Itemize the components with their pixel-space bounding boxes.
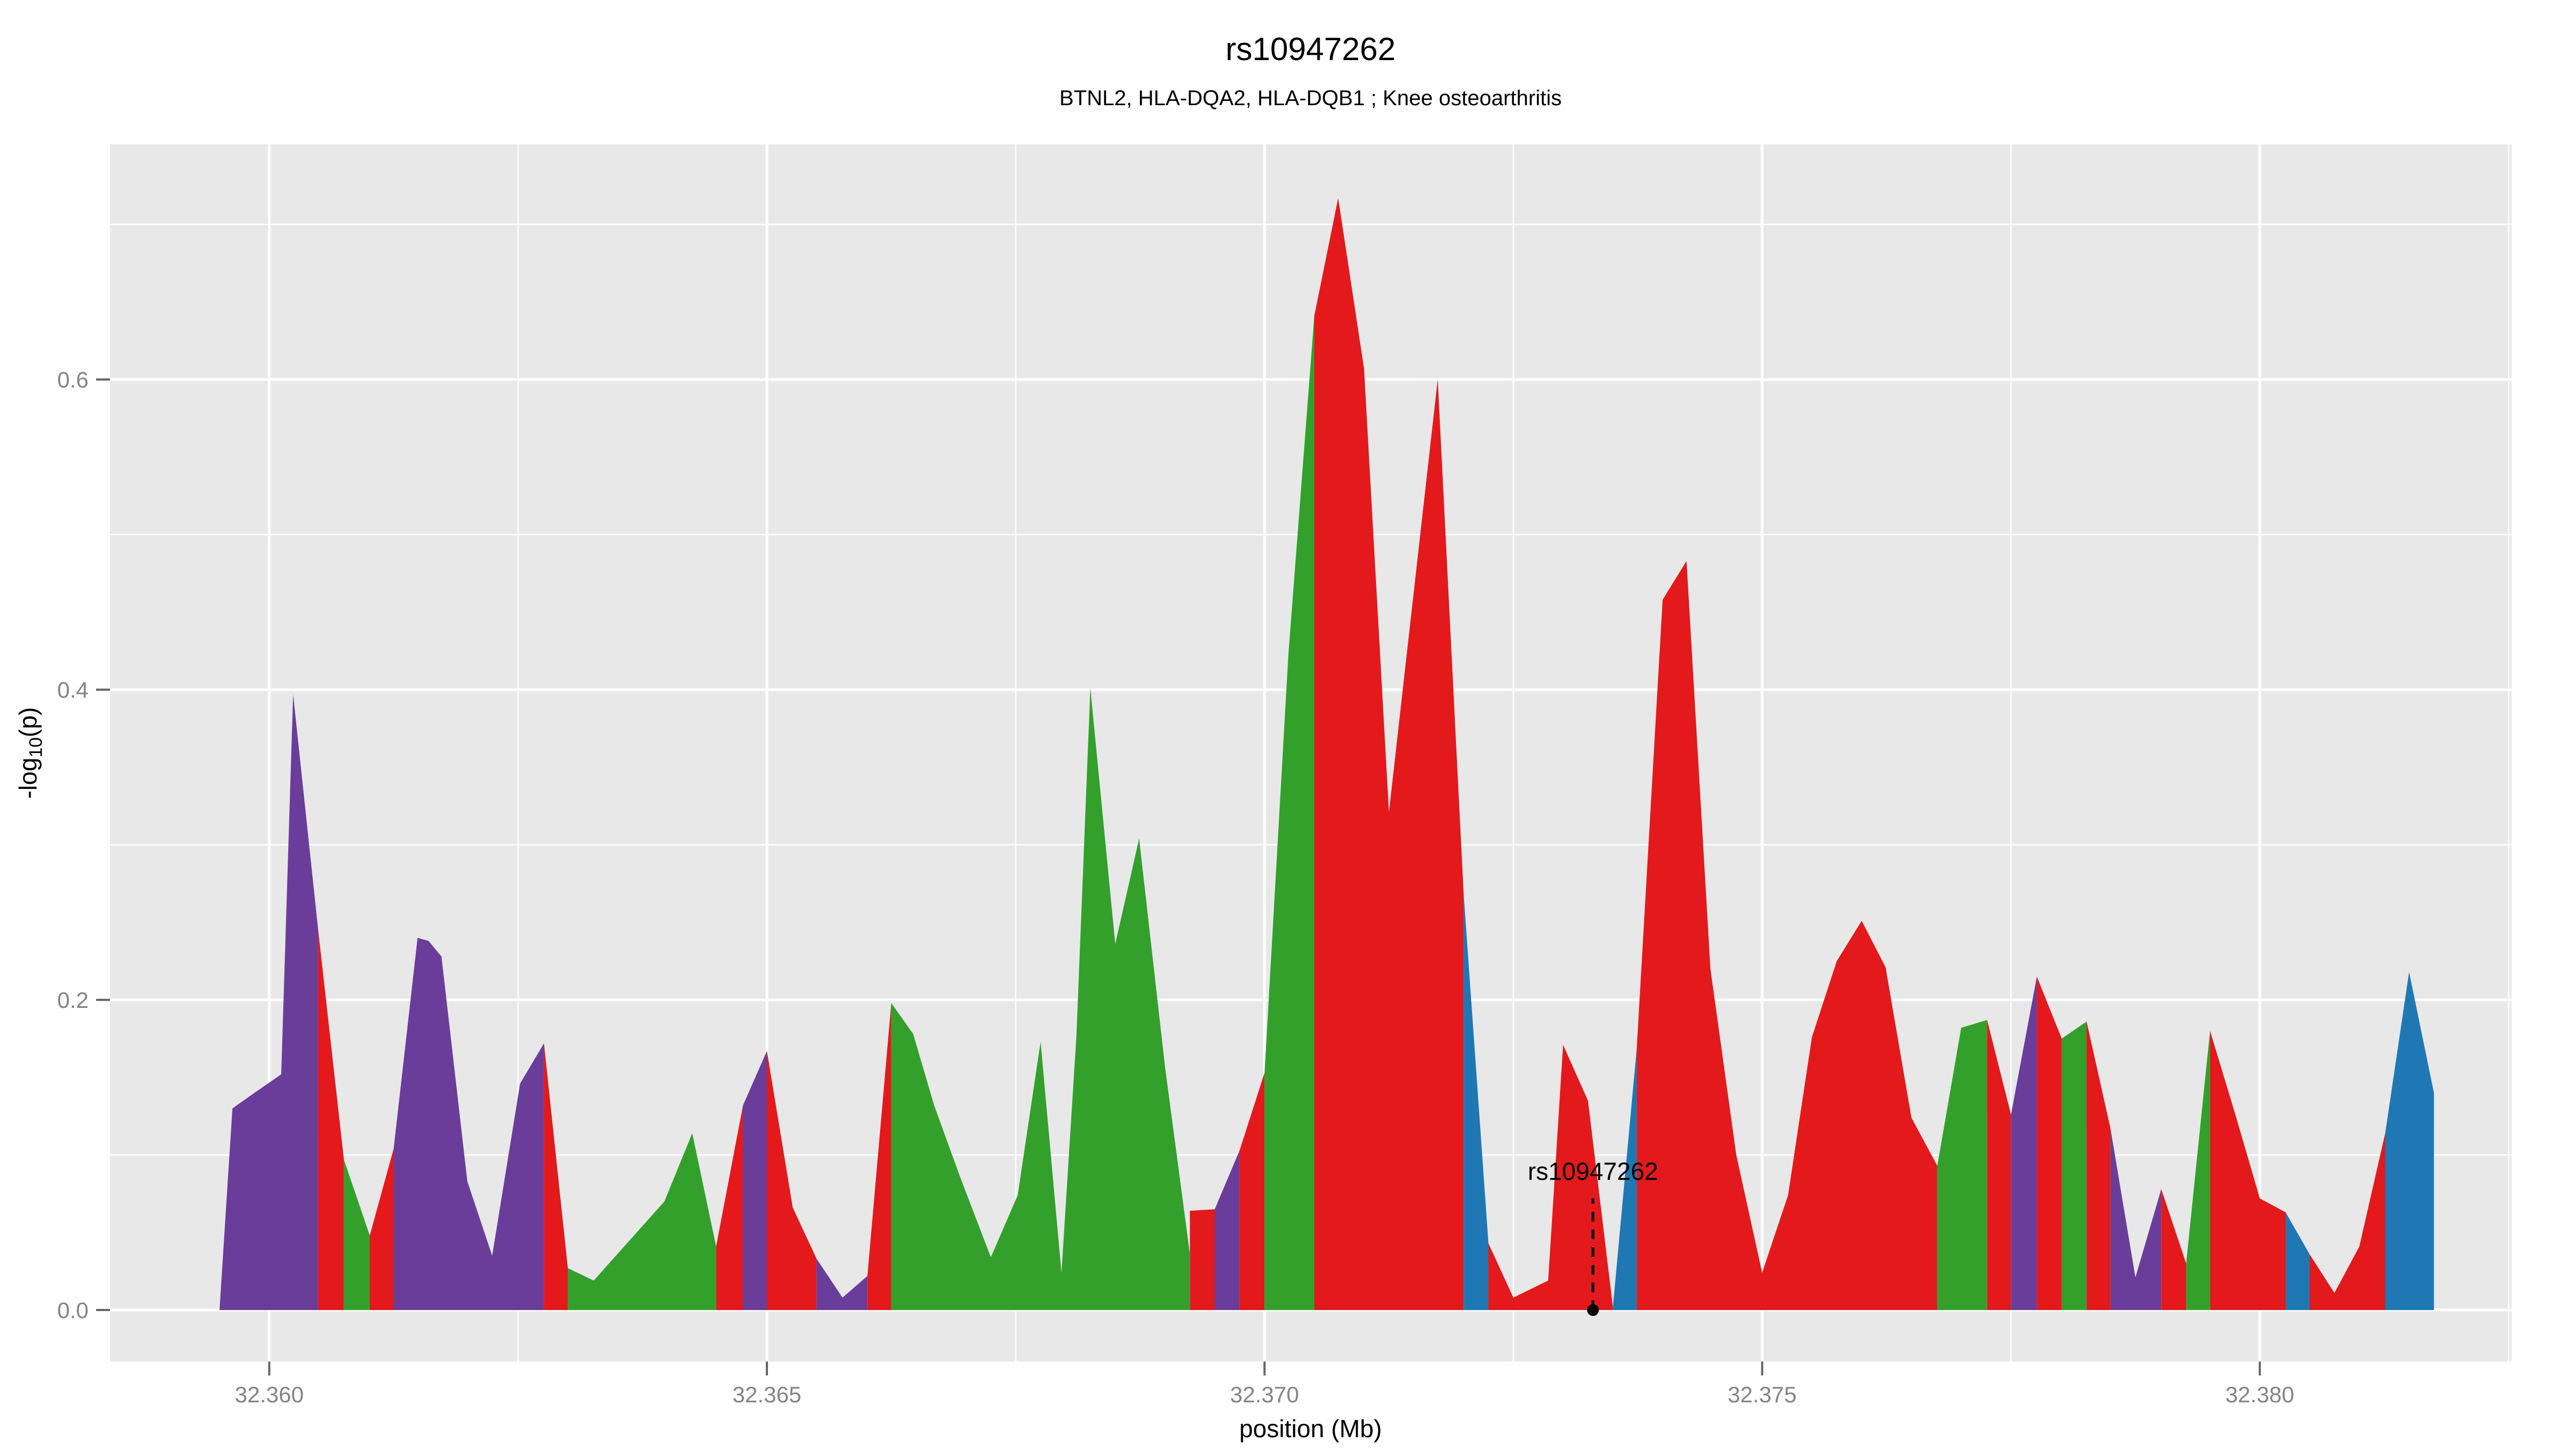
area-segment-green [343, 1159, 370, 1311]
area-segment-red [767, 1051, 817, 1311]
y-tick-label: 0.4 [57, 677, 89, 702]
area-segment-purple [743, 1051, 767, 1311]
area-segment-red [2309, 1133, 2385, 1311]
x-tick-label: 32.375 [1728, 1382, 1796, 1407]
x-tick-label: 32.360 [235, 1382, 303, 1407]
area-segment-red [1190, 1209, 1215, 1311]
area-segment-green [568, 1133, 716, 1311]
x-tick-label: 32.370 [1230, 1382, 1299, 1407]
chart-title: rs10947262 [1226, 31, 1396, 67]
area-segment-red [318, 928, 344, 1311]
area-segment-red [1314, 198, 1464, 1311]
area-segment-purple [393, 938, 544, 1311]
area-segment-purple [816, 1258, 868, 1311]
y-axis-title: -log10(p) [14, 707, 46, 799]
area-segment-red [2210, 1030, 2286, 1311]
chart-subtitle: BTNL2, HLA-DQA2, HLA-DQB1 ; Knee osteoar… [1059, 86, 1562, 110]
area-segment-red [1636, 561, 1937, 1311]
area-segment-purple [219, 694, 318, 1311]
area-segment-purple [2011, 976, 2037, 1311]
area-segment-red [1987, 1020, 2011, 1311]
area-segment-red [2087, 1021, 2111, 1311]
area-segment-green [2186, 1030, 2211, 1311]
area-segment-green [891, 688, 1190, 1311]
area-segment-green [1264, 316, 1314, 1311]
area-segment-blue [2385, 972, 2434, 1311]
y-tick-label: 0.6 [57, 367, 89, 392]
x-axis-title: position (Mb) [1239, 1415, 1382, 1443]
area-segment-blue [1613, 1048, 1637, 1311]
x-tick-label: 32.365 [733, 1382, 801, 1407]
area-segment-blue [1463, 892, 1489, 1311]
chart-layers: rs10947262 32.360 32.365 32.370 32.375 32.380… [57, 144, 2512, 1407]
area-segment-red [2037, 976, 2062, 1311]
area-segment-red [370, 1148, 394, 1311]
area-segment-purple [2110, 1128, 2162, 1311]
area-segment-blue [2286, 1212, 2310, 1311]
area-segment-red [2161, 1189, 2186, 1311]
area-segment-red [867, 1002, 891, 1311]
annotation-label: rs10947262 [1528, 1157, 1658, 1185]
x-tick-label: 32.380 [2226, 1382, 2294, 1407]
area-segment-red [544, 1043, 568, 1311]
y-tick-label: 0.0 [57, 1298, 89, 1323]
area-segment-red [716, 1105, 743, 1311]
area-segment-green [2061, 1021, 2087, 1311]
y-tick-label: 0.2 [57, 987, 89, 1013]
area-segment-red [1488, 1044, 1613, 1311]
area-segment-purple [1214, 1150, 1240, 1311]
annotation-point [1587, 1304, 1599, 1316]
area-segment-red [1239, 1072, 1265, 1311]
area-segment-green [1937, 1020, 1987, 1311]
